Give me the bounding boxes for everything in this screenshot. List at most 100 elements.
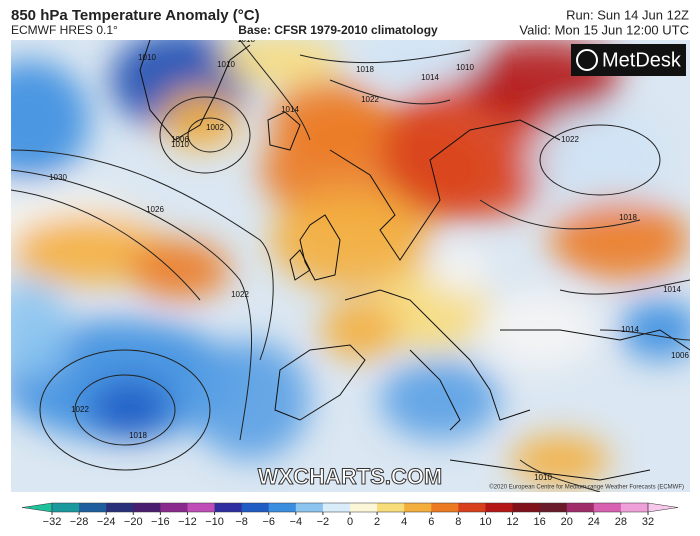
colorbar-tick-label: −2 xyxy=(317,516,330,528)
colorbar-segment xyxy=(431,503,459,512)
isobar-label: 1014 xyxy=(421,73,439,82)
isobar-label: 1010 xyxy=(217,60,235,69)
colorbar-tick-label: 32 xyxy=(642,516,654,528)
colorbar-tick-label: 0 xyxy=(347,516,353,528)
isobar-label: 1022 xyxy=(231,290,249,299)
isobar-label: 1002 xyxy=(206,123,224,132)
colorbar-tick-label: −16 xyxy=(151,516,170,528)
colorbar-segment xyxy=(160,503,188,512)
colorbar-tick-label: 8 xyxy=(455,516,461,528)
colorbar-tick-label: 4 xyxy=(401,516,407,528)
colorbar-tick-label: −6 xyxy=(262,516,275,528)
anomaly-blob xyxy=(270,80,390,160)
isobar-label: 1018 xyxy=(237,35,255,44)
colorbar-tick-label: 6 xyxy=(428,516,434,528)
colorbar-segment xyxy=(593,503,622,512)
anomaly-blob xyxy=(11,60,90,180)
colorbar-segment xyxy=(268,503,297,512)
colorbar-segment xyxy=(539,503,568,512)
logo-icon xyxy=(576,49,598,71)
isobar-label: 1010 xyxy=(456,63,474,72)
isobar-label: 1006 xyxy=(171,135,189,144)
colorbar-tick-label: 24 xyxy=(588,516,600,528)
colorbar: −32 −28 −24 −20 −16 −12 −10 −8 −6 −4 −2 0 2 4 6 8 10 12 16… xyxy=(21,502,679,528)
colorbar-tick-label: 2 xyxy=(374,516,380,528)
isobar-label: 1018 xyxy=(356,65,374,74)
isobar-label: 1018 xyxy=(129,431,147,440)
anomaly-blob xyxy=(220,40,340,85)
model: ECMWF HRES 0.1° xyxy=(11,23,118,37)
isobar-label: 1010 xyxy=(138,53,156,62)
watermark: WXCHARTS.COM xyxy=(258,464,443,489)
isobar-label: 1022 xyxy=(561,135,579,144)
colorbar-segment xyxy=(322,503,351,512)
logo-box xyxy=(571,44,686,76)
map: 1010 1010 1018 1010 1014 1010 1002 1006 1014 1018… xyxy=(11,35,690,492)
colorbar-segment xyxy=(133,503,161,512)
colorbar-segment xyxy=(512,503,541,512)
colorbar-tick-label: 28 xyxy=(615,516,627,528)
anomaly-blob xyxy=(320,300,400,360)
colorbar-tick-label: −12 xyxy=(178,516,197,528)
colorbar-segment xyxy=(620,503,649,512)
isobar-label: 1030 xyxy=(49,173,67,182)
isobar-label: 1018 xyxy=(619,213,637,222)
isobar-label: 1022 xyxy=(71,405,89,414)
anomaly-blob xyxy=(360,40,480,85)
colorbar-segment xyxy=(350,503,378,512)
isobar-label: 1014 xyxy=(281,105,299,114)
colorbar-end xyxy=(21,502,53,513)
colorbar-segment xyxy=(106,503,134,512)
isobar-label: 1010 xyxy=(171,140,189,149)
anomaly-blob xyxy=(380,360,500,440)
colorbar-segment xyxy=(458,503,486,512)
isobar-label: 1010 xyxy=(534,473,552,482)
colorbar-segment xyxy=(79,503,107,512)
colorbar-segment xyxy=(52,503,80,512)
isobars xyxy=(11,40,690,492)
anomaly-blob xyxy=(11,280,70,380)
title: 850 hPa Temperature Anomaly (°C) xyxy=(11,7,260,24)
colorbar-tick-label: 20 xyxy=(561,516,573,528)
colorbar-tick-label: −28 xyxy=(70,516,89,528)
colorbar-tick-label: −20 xyxy=(124,516,143,528)
colorbar-segment xyxy=(566,503,595,512)
base: Base: CFSR 1979-2010 climatology xyxy=(238,23,438,37)
colorbar-segment xyxy=(214,503,243,512)
copyright: ©2020 European Centre for Medium-range W… xyxy=(489,484,684,491)
colorbar-tick-label: −4 xyxy=(290,516,303,528)
anomaly-blob xyxy=(11,320,240,440)
colorbar-tick-label: 10 xyxy=(479,516,491,528)
anomaly-blob xyxy=(90,380,170,440)
colorbar-tick-label: −10 xyxy=(205,516,224,528)
anomaly-blob xyxy=(510,435,610,485)
anomaly-blob xyxy=(620,300,690,360)
anomaly-blob xyxy=(430,245,490,295)
coastlines xyxy=(139,40,690,481)
colorbar-tick-label: 16 xyxy=(534,516,546,528)
isobar-label: 1022 xyxy=(361,95,379,104)
valid: Valid: Mon 15 Jun 12:00 UTC xyxy=(519,22,689,37)
colorbar-tick-label: −24 xyxy=(97,516,116,528)
anomaly-blob xyxy=(130,240,230,300)
colorbar-segment xyxy=(187,503,216,512)
run: Run: Sun 14 Jun 12Z xyxy=(566,7,689,22)
colorbar-end xyxy=(647,502,679,513)
isobar-label: 1014 xyxy=(663,285,681,294)
anomaly-blob xyxy=(530,110,670,210)
colorbar-segment xyxy=(377,503,405,512)
colorbar-segment xyxy=(485,503,514,512)
anomaly-blob xyxy=(270,190,430,290)
anomaly-field xyxy=(11,40,690,485)
isobar-label: 1026 xyxy=(146,205,164,214)
colorbar-tick-label: −8 xyxy=(235,516,248,528)
anomaly-blob xyxy=(190,340,310,460)
colorbar-segment xyxy=(404,503,432,512)
colorbar-segment xyxy=(241,503,270,512)
isobar-label: 1014 xyxy=(621,325,639,334)
colorbar-segment xyxy=(295,503,324,512)
colorbar-tick-label: 12 xyxy=(506,516,518,528)
isobar-label: 1006 xyxy=(671,351,689,360)
